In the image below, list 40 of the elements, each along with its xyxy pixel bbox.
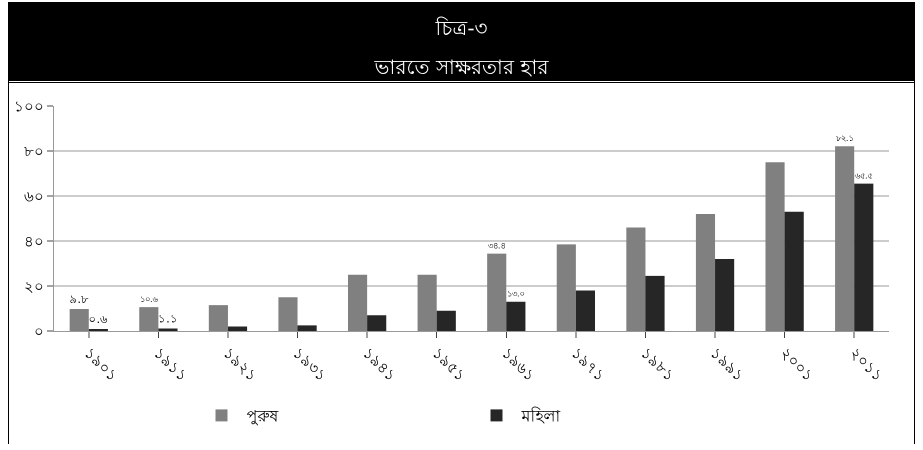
- bar: [696, 214, 716, 331]
- bar: [556, 244, 576, 331]
- bar: [298, 325, 317, 331]
- y-tick-label: ০: [34, 322, 44, 340]
- bar: [70, 308, 89, 331]
- bar: [208, 305, 228, 331]
- y-tick-label: ১০০: [14, 97, 44, 116]
- bar: [835, 146, 854, 331]
- data-label: ৮২.১: [836, 133, 854, 144]
- bar: [626, 228, 646, 331]
- bar: [418, 274, 437, 331]
- bar: [765, 162, 785, 331]
- bar: [576, 290, 596, 331]
- bar: [715, 259, 734, 331]
- bar: [487, 254, 506, 331]
- data-label: ৬৫.৫: [854, 170, 873, 180]
- bar: [436, 310, 456, 331]
- data-label: ০.৬: [88, 312, 108, 326]
- data-label: ৯.৮: [69, 292, 90, 306]
- data-label: ১.১: [158, 311, 178, 326]
- data-label: ১০.৬: [140, 294, 158, 304]
- bar: [645, 276, 665, 331]
- data-label: ১৩.০: [507, 288, 525, 299]
- y-tick-label: ৮০: [24, 142, 44, 160]
- legend-label: মহিলা: [520, 406, 560, 426]
- y-tick-label: ৪০: [24, 232, 44, 250]
- bar: [139, 307, 158, 331]
- bar: [348, 274, 368, 331]
- bar: [854, 184, 874, 331]
- data-label: ৩৪.৪: [488, 240, 506, 250]
- legend-label: পুরুষ: [246, 406, 280, 426]
- y-tick-label: ৬০: [24, 187, 44, 206]
- bar: [367, 315, 386, 331]
- chart-title: চিত্র-৩: [434, 15, 489, 42]
- bar: [278, 297, 298, 331]
- y-tick-label: ২০: [24, 277, 44, 296]
- bar: [228, 326, 248, 331]
- chart-subtitle: ভারতে সাক্ষরতার হার: [373, 54, 550, 81]
- bar: [784, 212, 804, 331]
- bar: [506, 302, 526, 331]
